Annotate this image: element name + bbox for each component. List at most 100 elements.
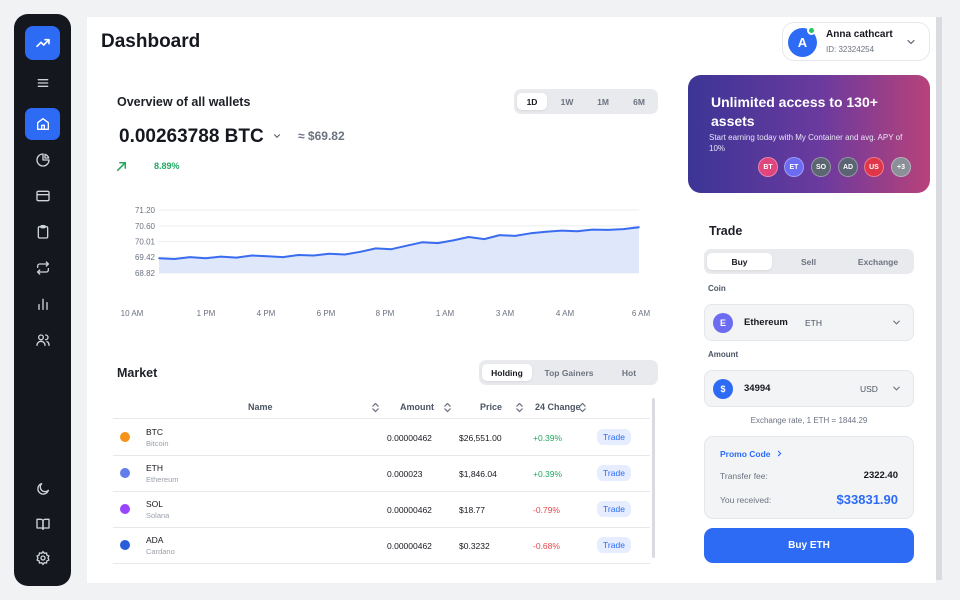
data-point (235, 256, 238, 259)
tab-exchange[interactable]: Exchange (857, 256, 899, 267)
coin-color-dot (120, 504, 130, 514)
coin-select-unit: ETH (805, 318, 822, 328)
asset-badge: SO (811, 157, 831, 177)
logo-button[interactable] (25, 26, 60, 60)
promo-card[interactable]: Unlimited access to 130+ assets Start ea… (688, 75, 930, 193)
range-tab-6m[interactable]: 6M (633, 96, 645, 107)
coin-change: -0.68% (533, 541, 560, 551)
coin-amount: 0.00000462 (387, 505, 432, 515)
coin-select[interactable]: E Ethereum ETH (704, 304, 914, 341)
table-divider (113, 527, 650, 528)
column-header-price[interactable]: Price (480, 402, 503, 412)
trade-button[interactable]: Trade (597, 465, 631, 481)
sidebar-item-analytics[interactable] (25, 288, 60, 320)
wallet-usd-balance: ≈ $69.82 (298, 129, 345, 143)
column-header-name[interactable]: Name (248, 402, 273, 412)
page-scrollbar[interactable] (936, 17, 942, 580)
coin-change: +0.39% (533, 469, 563, 479)
trade-summary: Promo Code Transfer fee: 2322.40 You rec… (704, 436, 914, 519)
data-point (638, 226, 640, 229)
coin-amount: 0.00000462 (387, 433, 432, 443)
data-point (483, 238, 485, 240)
amount-value: 34994 (744, 383, 771, 394)
credit-card-icon (35, 190, 50, 202)
sidebar-item-reports[interactable] (25, 216, 60, 248)
trend-up-arrow-icon (116, 161, 127, 172)
received-value: $33831.90 (836, 492, 898, 507)
x-tick-label: 4 PM (257, 309, 276, 318)
data-point (173, 258, 176, 260)
column-header-amount[interactable]: Amount (400, 402, 434, 412)
menu-icon (37, 79, 48, 87)
data-point (282, 256, 284, 258)
sidebar-item-portfolio[interactable] (25, 144, 60, 176)
buy-eth-button[interactable]: Buy ETH (704, 528, 914, 563)
coin-symbol: BTC (146, 427, 163, 437)
sort-icon[interactable] (515, 402, 524, 413)
asset-badge: US (864, 157, 884, 177)
trade-mode-selector: Buy Sell Exchange (704, 249, 914, 274)
tab-top-gainers[interactable]: Top Gainers (544, 367, 594, 378)
users-icon (35, 334, 50, 346)
tab-holding[interactable]: Holding (482, 364, 532, 381)
range-tab-1d[interactable]: 1D (517, 93, 547, 110)
data-point (266, 255, 269, 258)
range-tab-1w[interactable]: 1W (560, 96, 574, 107)
currency-dropdown-icon[interactable] (272, 131, 282, 141)
data-point (158, 257, 160, 259)
y-tick-label: 68.82 (135, 269, 156, 278)
sort-icon[interactable] (443, 402, 452, 413)
theme-toggle-button[interactable] (25, 473, 60, 505)
table-scrollbar[interactable] (652, 398, 655, 558)
sort-icon[interactable] (578, 402, 587, 413)
trade-button[interactable]: Trade (597, 537, 631, 553)
trade-button[interactable]: Trade (597, 429, 631, 445)
menu-button[interactable] (25, 67, 60, 99)
tab-sell[interactable]: Sell (800, 256, 817, 267)
transfer-fee-label: Transfer fee: (720, 471, 768, 481)
received-label: You received: (720, 495, 772, 505)
range-tab-1m[interactable]: 1M (597, 96, 609, 107)
chevron-right-icon[interactable] (775, 449, 784, 458)
sidebar-item-users[interactable] (25, 324, 60, 356)
coin-price: $18.77 (459, 505, 485, 515)
data-point (359, 251, 362, 253)
sidebar-item-cards[interactable] (25, 180, 60, 212)
coin-symbol: SOL (146, 499, 164, 509)
table-divider (113, 491, 650, 492)
sidebar-item-home[interactable] (25, 108, 60, 140)
amount-field[interactable]: $ 34994 USD (704, 370, 914, 407)
data-point (220, 255, 222, 258)
settings-button[interactable] (25, 542, 60, 574)
y-tick-label: 69.42 (135, 253, 156, 262)
user-menu[interactable]: A Anna cathcart ID: 32324254 (782, 22, 930, 61)
column-header-change[interactable]: 24 Change (535, 402, 581, 412)
promo-code-link[interactable]: Promo Code (720, 449, 771, 459)
tab-hot[interactable]: Hot (621, 367, 637, 378)
asset-badge: BT (758, 157, 778, 177)
x-tick-label: 1 AM (436, 309, 455, 318)
coin-symbol: ADA (146, 535, 164, 545)
sort-icon[interactable] (371, 402, 380, 413)
coin-color-dot (120, 540, 130, 550)
sidebar (14, 14, 71, 586)
x-tick-label: 6 AM (632, 309, 651, 318)
chevron-down-icon[interactable] (891, 383, 902, 394)
coin-color-dot (120, 432, 130, 442)
wallet-chart: 71.20 70.60 70.01 69.42 68.82 10 AM 1 PM 4 PM 6 … (121, 206, 651, 318)
clipboard-icon (37, 225, 48, 239)
asset-badge: ET (784, 157, 804, 177)
bar-chart-icon (37, 298, 48, 310)
trade-title: Trade (709, 224, 743, 238)
docs-button[interactable] (25, 508, 60, 540)
coin-symbol: ETH (146, 463, 163, 473)
x-tick-label: 8 PM (376, 309, 395, 318)
data-point (452, 239, 454, 242)
repeat-icon (36, 261, 49, 275)
data-point (576, 230, 578, 232)
y-tick-label: 70.01 (135, 238, 156, 247)
x-tick-label: 1 PM (197, 309, 216, 318)
tab-buy[interactable]: Buy (707, 253, 772, 270)
sidebar-item-transfers[interactable] (25, 252, 60, 284)
trade-button[interactable]: Trade (597, 501, 631, 517)
